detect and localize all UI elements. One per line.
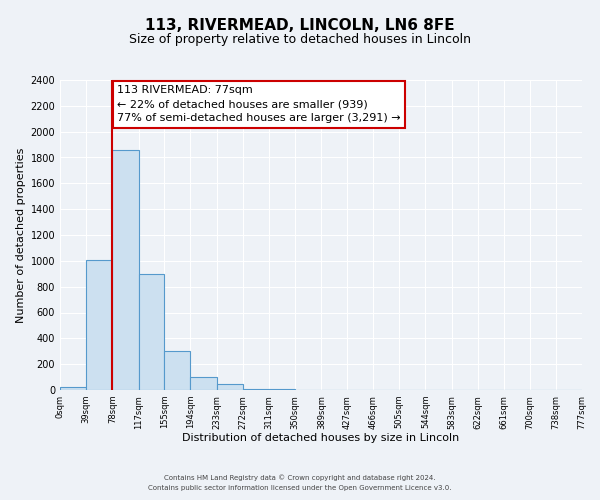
Text: Contains public sector information licensed under the Open Government Licence v3: Contains public sector information licen… (148, 485, 452, 491)
Text: 113, RIVERMEAD, LINCOLN, LN6 8FE: 113, RIVERMEAD, LINCOLN, LN6 8FE (145, 18, 455, 32)
Bar (112, 150, 139, 390)
Bar (243, 388, 269, 390)
X-axis label: Distribution of detached houses by size in Lincoln: Distribution of detached houses by size … (182, 433, 460, 443)
Bar (86, 260, 112, 390)
Bar (190, 377, 217, 390)
Bar (139, 274, 164, 390)
Bar (164, 351, 190, 390)
Text: 113 RIVERMEAD: 77sqm
← 22% of detached houses are smaller (939)
77% of semi-deta: 113 RIVERMEAD: 77sqm ← 22% of detached h… (117, 85, 401, 123)
Text: Size of property relative to detached houses in Lincoln: Size of property relative to detached ho… (129, 32, 471, 46)
Text: Contains HM Land Registry data © Crown copyright and database right 2024.: Contains HM Land Registry data © Crown c… (164, 474, 436, 481)
Bar (60, 388, 86, 390)
Y-axis label: Number of detached properties: Number of detached properties (16, 148, 26, 322)
Bar (217, 384, 243, 390)
